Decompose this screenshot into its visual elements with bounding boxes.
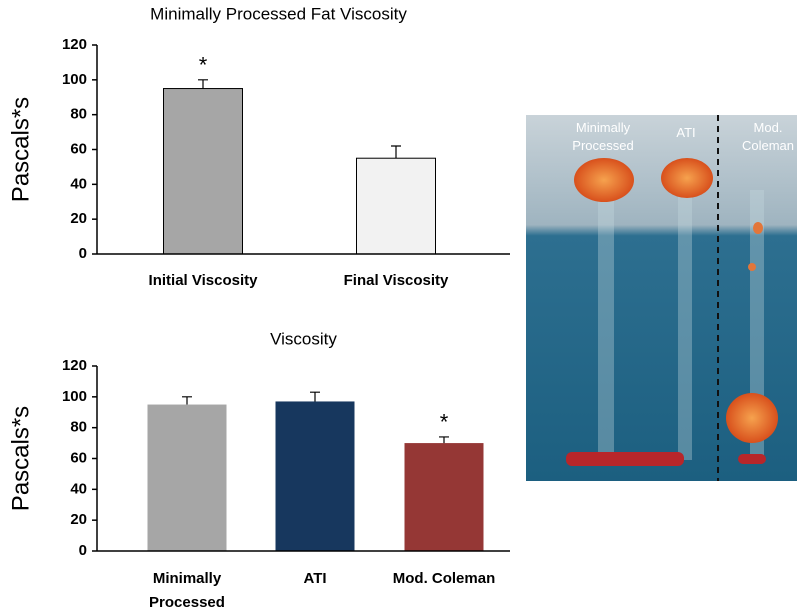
x-tick-label: Final Viscosity xyxy=(343,272,449,289)
y-tick-label: 100 xyxy=(62,388,87,405)
x-tick-label: ATI xyxy=(303,570,327,587)
y-tick-label: 60 xyxy=(70,140,87,157)
y-axis-label: Pascals*s xyxy=(7,406,34,511)
x-tick-label: Mod. Coleman xyxy=(392,570,496,587)
y-tick-label: 0 xyxy=(79,542,87,559)
error-bar xyxy=(391,145,401,159)
bar xyxy=(147,404,227,551)
y-tick-label: 0 xyxy=(79,245,87,262)
bar xyxy=(275,401,355,551)
chart-title: Viscosity xyxy=(270,329,337,348)
y-tick-label: 80 xyxy=(70,106,87,123)
y-tick-label: 120 xyxy=(62,36,87,53)
y-tick-label: 60 xyxy=(70,449,87,466)
y-tick-label: 20 xyxy=(70,210,87,227)
x-tick-label: Initial Viscosity xyxy=(148,272,258,289)
y-tick-label: 100 xyxy=(62,71,87,88)
x-tick-label: Minimally Processed xyxy=(149,570,225,611)
bar xyxy=(356,157,436,255)
photo-label: Minimally Processed xyxy=(572,120,634,153)
error-bar xyxy=(439,436,449,444)
photo-label: ATI xyxy=(676,125,696,140)
error-bar xyxy=(310,391,320,402)
y-tick-label: 80 xyxy=(70,419,87,436)
y-tick-label: 40 xyxy=(70,480,87,497)
bar xyxy=(163,88,243,255)
y-axis-label: Pascals*s xyxy=(7,97,34,202)
annotation: * xyxy=(199,53,208,78)
chart-title: Minimally Processed Fat Viscosity xyxy=(150,4,407,23)
error-bar xyxy=(182,396,192,405)
annotation: * xyxy=(440,410,449,435)
y-tick-label: 120 xyxy=(62,357,87,374)
error-bar xyxy=(198,79,208,89)
bar xyxy=(404,443,484,551)
y-tick-label: 20 xyxy=(70,511,87,528)
y-tick-label: 40 xyxy=(70,175,87,192)
photo-label: Mod. Coleman xyxy=(741,120,795,153)
photo xyxy=(526,115,797,481)
